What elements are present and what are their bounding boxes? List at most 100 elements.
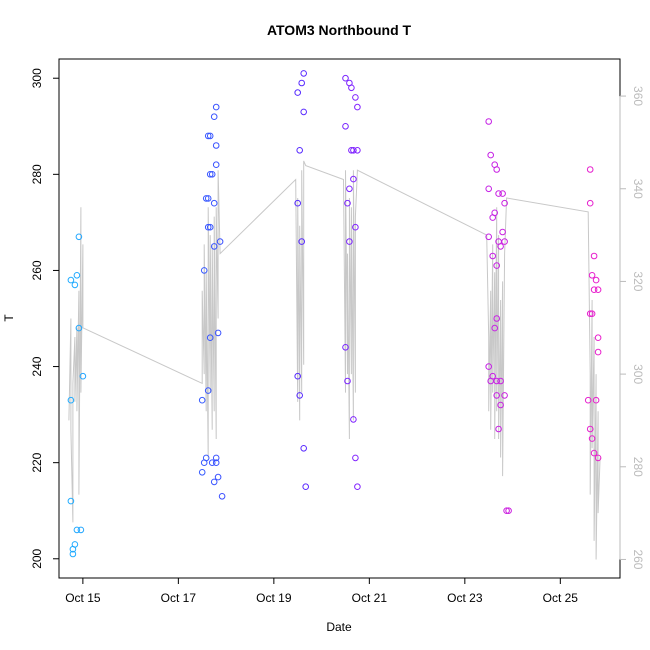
data-point [590,252,598,260]
data-point [491,324,499,332]
data-point [206,334,214,342]
y-tick-label: 260 [30,260,44,280]
data-point [493,392,501,399]
data-point [75,233,83,241]
data-point [590,449,598,457]
y-tick-label: 280 [30,164,44,184]
data-point [212,454,220,462]
data-point [200,267,208,274]
data-point [586,310,594,318]
data-point [212,103,220,111]
x-tick-label: Oct 15 [65,591,101,605]
data-point [67,497,75,505]
data-point [212,459,220,467]
data-point [204,223,212,231]
data-point [499,228,506,236]
data-point [350,175,357,183]
data-point [198,469,206,476]
data-point [210,243,218,250]
y-tick-label: 200 [30,548,44,568]
data-point [348,84,355,92]
data-point [594,286,602,294]
data-point [79,372,87,380]
data-points [67,70,602,558]
data-point [586,425,594,433]
data-point [73,526,81,534]
data-point [208,171,216,178]
data-point [501,199,508,207]
data-point [214,329,222,337]
data-point [485,363,493,370]
y2-tick-label: 300 [631,364,645,384]
x-tick-label: Oct 23 [447,591,483,605]
data-point [497,377,504,385]
data-point [588,310,596,318]
secondary-y-axis: 260 280 300 320 340 360 [619,86,645,570]
data-point [503,507,510,515]
data-point [489,372,497,380]
data-point [493,315,501,322]
data-point [342,123,349,130]
data-point [590,286,598,294]
data-point [592,396,600,404]
y2-tick-label: 320 [631,271,645,291]
data-point [294,372,302,380]
data-point [501,238,508,245]
data-point [352,454,359,462]
data-point [594,348,602,356]
data-point [300,108,308,116]
data-point [588,272,596,279]
y2-tick-label: 260 [631,549,645,569]
data-point [216,238,224,245]
y2-tick-label: 340 [631,179,645,199]
data-point [344,199,351,207]
data-point [294,89,302,96]
y-axis-label: T [2,314,16,322]
data-point [73,272,81,279]
y-axis: 200 220 240 260 280 300 [30,68,60,569]
data-point [491,209,499,217]
data-point [493,377,501,385]
series-line [68,160,601,560]
data-point [294,199,302,207]
data-point [485,233,493,241]
data-point [210,478,218,486]
data-point [594,454,602,462]
data-point [296,147,304,154]
data-point [75,324,83,332]
data-point [296,392,304,399]
data-point [300,70,308,77]
data-point [485,185,493,193]
chart-title: ATOM3 Northbound T [267,22,412,38]
x-tick-label: Oct 21 [352,591,388,605]
data-point [352,94,359,101]
y-tick-label: 220 [30,452,44,472]
x-tick-label: Oct 25 [543,591,579,605]
data-point [485,118,493,125]
data-point [77,526,85,534]
data-point [354,103,361,111]
x-axis: Oct 15 Oct 17 Oct 19 Oct 21 Oct 23 Oct 25 [65,577,579,605]
data-point [495,425,502,433]
data-point [342,344,349,351]
data-point [206,132,214,140]
data-point [487,151,495,159]
data-point [501,392,508,399]
data-point [204,132,212,140]
data-point [67,276,75,284]
data-point [202,195,210,202]
data-point [497,243,504,250]
data-point [202,454,210,462]
data-point [584,396,592,404]
data-point [210,199,218,207]
y-tick-label: 300 [30,68,44,88]
data-point [300,445,308,452]
data-point [493,166,501,173]
data-point [489,252,497,260]
data-point [493,262,501,269]
data-point [586,199,594,207]
data-point [210,113,218,120]
data-point [206,171,214,178]
data-point [71,541,79,548]
